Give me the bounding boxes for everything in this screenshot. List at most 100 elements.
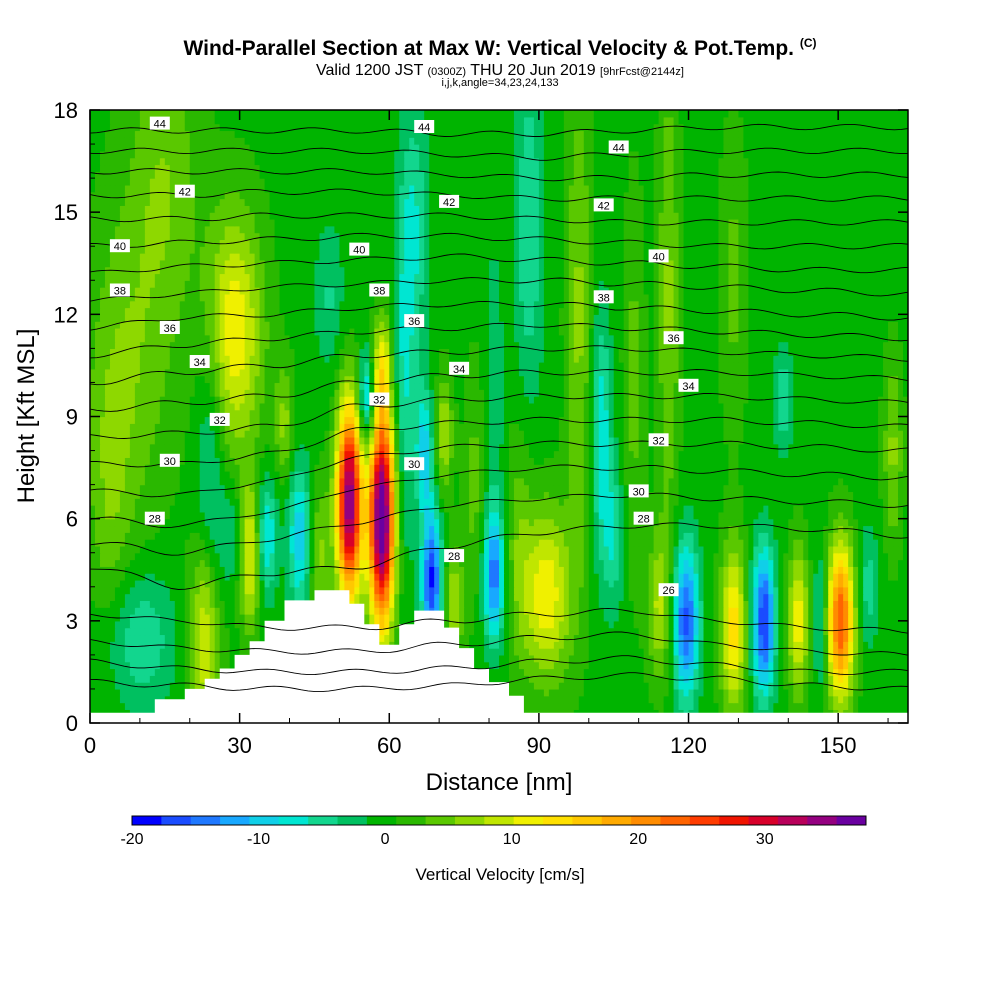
w-cell	[658, 566, 665, 574]
w-cell	[598, 627, 605, 636]
w-cell	[698, 668, 705, 676]
w-cell	[139, 559, 146, 567]
w-cell	[588, 688, 595, 697]
w-cell	[563, 600, 570, 608]
w-cell	[638, 654, 645, 663]
w-cell	[464, 641, 470, 649]
w-cell	[883, 682, 889, 690]
w-cell	[623, 573, 630, 581]
w-cell	[563, 525, 570, 533]
w-cell	[444, 593, 450, 601]
w-cell	[823, 532, 829, 540]
w-cell	[214, 654, 221, 663]
w-cell	[583, 688, 590, 697]
w-cell	[588, 532, 595, 540]
w-cell	[848, 620, 854, 629]
title-main: Wind-Parallel Section at Max W: Vertical…	[183, 37, 794, 60]
w-cell	[464, 532, 470, 540]
w-cell	[404, 511, 410, 520]
w-cell	[154, 532, 161, 540]
w-cell	[134, 702, 141, 710]
w-cell	[90, 559, 96, 567]
w-cell	[109, 600, 116, 608]
w-cell	[114, 620, 121, 629]
w-cell	[813, 695, 819, 704]
w-cell	[499, 525, 505, 533]
w-cell	[733, 593, 740, 601]
w-cell	[139, 586, 146, 595]
w-cell	[184, 641, 191, 649]
w-cell	[294, 539, 301, 547]
w-cell	[464, 559, 470, 567]
w-cell	[758, 682, 764, 690]
w-cell	[294, 532, 301, 540]
w-cell	[803, 607, 809, 615]
w-cell	[359, 579, 365, 588]
w-cell	[698, 532, 705, 540]
w-cell	[678, 586, 685, 595]
w-cell	[214, 525, 221, 533]
w-cell	[793, 702, 799, 710]
w-cell	[304, 566, 311, 574]
w-cell	[174, 682, 181, 690]
w-cell	[214, 607, 221, 615]
w-cell	[144, 532, 151, 540]
w-cell	[633, 614, 640, 622]
w-cell	[698, 600, 705, 608]
w-cell	[229, 620, 236, 629]
w-cell	[169, 586, 176, 595]
w-cell	[304, 539, 311, 547]
w-cell	[868, 566, 874, 574]
w-cell	[718, 532, 725, 540]
w-cell	[743, 600, 749, 608]
w-cell	[444, 559, 450, 567]
w-cell	[104, 525, 111, 533]
w-cell	[773, 641, 779, 649]
w-cell	[229, 518, 236, 527]
w-cell	[479, 532, 485, 540]
w-cell	[249, 634, 256, 642]
w-cell	[533, 634, 540, 642]
w-cell	[304, 579, 311, 588]
w-cell	[254, 614, 261, 622]
w-cell	[454, 579, 460, 588]
w-cell	[668, 600, 675, 608]
w-cell	[663, 620, 670, 629]
w-cell	[768, 675, 774, 683]
w-cell	[853, 586, 859, 595]
w-cell	[753, 654, 759, 663]
w-cell	[114, 593, 121, 601]
w-cell	[603, 688, 610, 697]
w-cell	[384, 532, 390, 540]
w-cell	[668, 620, 675, 629]
w-cell	[513, 661, 520, 670]
w-cell	[419, 511, 425, 520]
w-cell	[404, 600, 410, 608]
w-cell	[778, 579, 784, 588]
w-cell	[803, 627, 809, 636]
w-cell	[623, 559, 630, 567]
w-cell	[548, 688, 555, 697]
w-cell	[653, 627, 660, 636]
w-cell	[259, 620, 266, 629]
w-cell	[164, 688, 171, 697]
w-cell	[239, 552, 246, 561]
w-cell	[633, 661, 640, 670]
w-cell	[893, 675, 899, 683]
w-cell	[828, 654, 834, 663]
w-cell	[823, 545, 829, 554]
w-cell	[469, 614, 475, 622]
w-cell	[139, 552, 146, 561]
w-cell	[414, 566, 420, 574]
w-cell	[883, 634, 889, 642]
w-cell	[608, 525, 615, 533]
w-cell	[853, 545, 859, 554]
w-cell	[863, 573, 869, 581]
w-cell	[758, 648, 764, 656]
w-cell	[174, 688, 181, 697]
w-cell	[843, 661, 849, 670]
w-cell	[678, 654, 685, 663]
w-cell	[628, 620, 635, 629]
w-cell	[653, 525, 660, 533]
w-cell	[858, 682, 864, 690]
